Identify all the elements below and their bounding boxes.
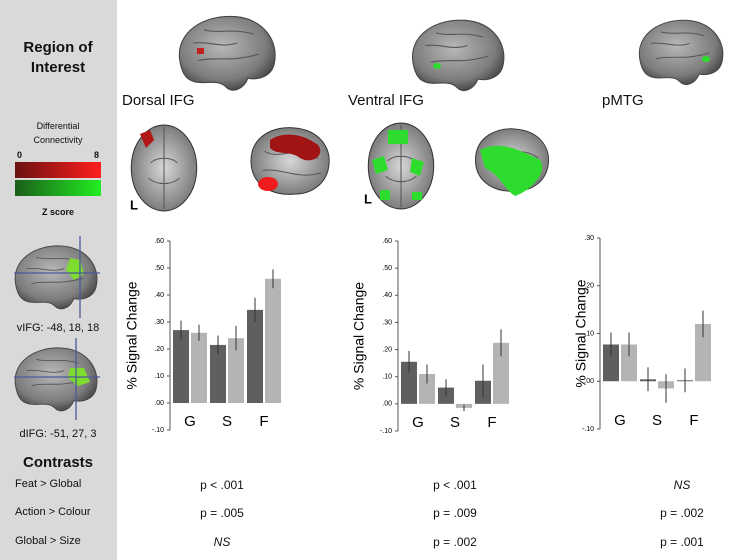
p-value: p < .001 [200, 478, 244, 492]
y-tick-label: .50 [382, 265, 392, 272]
bar [173, 330, 189, 403]
legend-min: 0 [17, 150, 23, 160]
y-tick-label: .20 [382, 346, 392, 353]
y-tick-label: .20 [584, 283, 594, 290]
panel-title: Region of Interest [23, 39, 93, 76]
contrast-label: Action > Colour [15, 506, 91, 518]
contrast-label: Global > Size [15, 535, 81, 547]
y-tick-label: .30 [382, 319, 392, 326]
y-tick-label: .60 [154, 238, 164, 245]
roi-label: dIFG: -51, 27, 3 [19, 428, 97, 440]
y-tick-label: .30 [584, 235, 594, 242]
x-tick-label: S [652, 412, 662, 429]
bar [419, 374, 435, 404]
y-axis-label: % Signal Change [573, 279, 589, 387]
y-tick-label: -.10 [380, 428, 392, 435]
colorbar-green [15, 180, 101, 196]
y-tick-label: .00 [584, 378, 594, 385]
crosshair [14, 338, 100, 420]
brain-lateral [411, 19, 505, 92]
y-tick-label: .60 [382, 238, 392, 245]
p-value: p = .002 [660, 506, 704, 520]
y-tick-label: .00 [382, 401, 392, 408]
y-tick-label: .10 [154, 373, 164, 380]
bar [247, 309, 263, 403]
crosshair [14, 236, 100, 318]
p-value: p = .001 [660, 535, 704, 549]
x-tick-label: F [689, 412, 698, 429]
side-label: L [130, 197, 138, 212]
y-tick-label: .00 [154, 400, 164, 407]
colorbar-red [15, 162, 101, 178]
roi-label: vIFG: -48, 18, 18 [16, 322, 100, 334]
p-value: p = .005 [200, 506, 244, 520]
y-tick-label: .40 [154, 292, 164, 299]
connectivity-blob [480, 145, 543, 196]
side-label: L [364, 191, 372, 206]
contrasts-title: Contrasts [22, 454, 94, 471]
region-name: Ventral IFG [348, 92, 424, 109]
brain-lateral [178, 15, 276, 91]
legend-unit: Z score [41, 207, 75, 217]
connectivity-blob [270, 134, 321, 161]
x-tick-label: F [259, 413, 268, 430]
connectivity-blob [258, 177, 278, 191]
bar [401, 361, 417, 404]
x-tick-label: S [450, 414, 460, 431]
x-tick-label: G [412, 414, 424, 431]
y-tick-label: -.10 [152, 427, 164, 434]
brain-lateral [638, 19, 724, 85]
y-tick-label: .10 [584, 330, 594, 337]
p-value: p < .001 [433, 478, 477, 492]
bar [191, 332, 207, 403]
roi-blob [702, 56, 710, 62]
roi-blob [433, 63, 441, 69]
contrast-label: Feat > Global [15, 478, 82, 490]
y-axis-label: % Signal Change [124, 281, 140, 389]
bar [603, 344, 619, 382]
y-tick-label: -.10 [582, 426, 594, 433]
p-value: p = .002 [433, 535, 477, 549]
connectivity-blob [372, 130, 424, 200]
legend-max: 8 [94, 150, 100, 160]
x-tick-label: G [614, 412, 626, 429]
roi-blob [197, 48, 204, 54]
bar [210, 344, 226, 403]
x-tick-label: F [487, 414, 496, 431]
bar [621, 344, 637, 382]
region-name: Dorsal IFG [122, 92, 195, 109]
y-tick-label: .30 [154, 319, 164, 326]
bar [493, 342, 509, 404]
bar [228, 338, 244, 403]
y-tick-label: .10 [382, 374, 392, 381]
bar [265, 278, 281, 403]
y-tick-label: .20 [154, 346, 164, 353]
x-tick-label: S [222, 413, 232, 430]
legend-title: Differential Connectivity [33, 121, 83, 145]
x-tick-label: G [184, 413, 196, 430]
p-value: NS [213, 535, 231, 549]
p-value: NS [673, 478, 691, 492]
connectivity-blob [140, 130, 154, 148]
y-axis-label: % Signal Change [351, 282, 367, 390]
p-value: p = .009 [433, 506, 477, 520]
region-name: pMTG [602, 92, 644, 109]
y-tick-label: .40 [382, 292, 392, 299]
brain-axial [130, 124, 198, 212]
bar [695, 323, 711, 382]
y-tick-label: .50 [154, 265, 164, 272]
